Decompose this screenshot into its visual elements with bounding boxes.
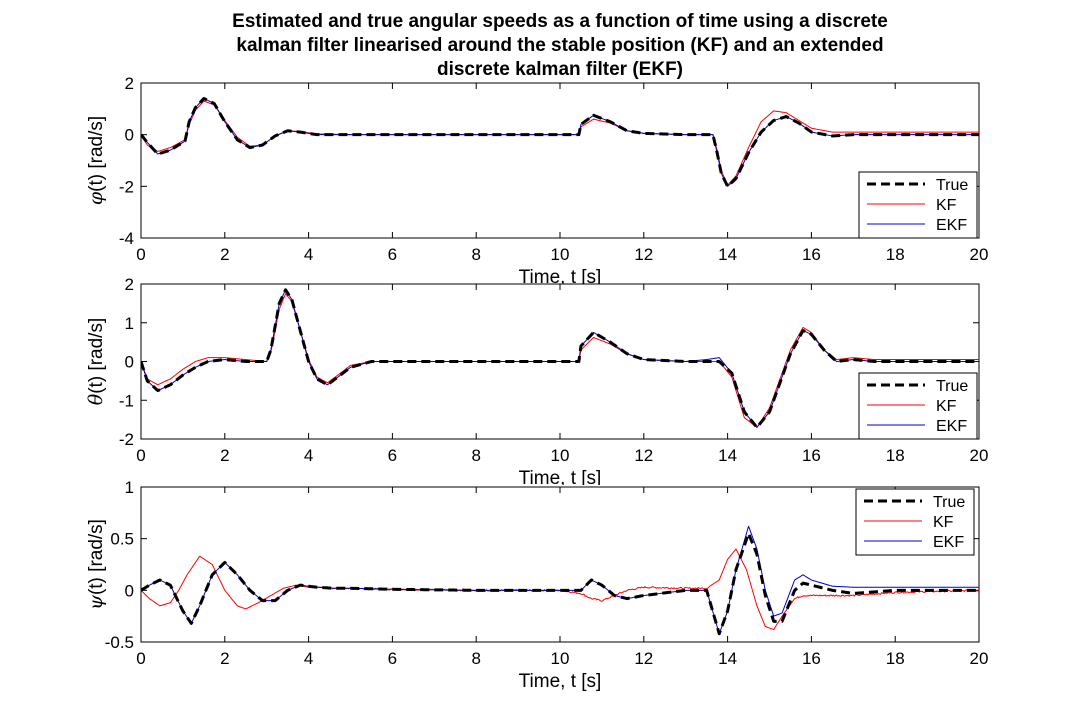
y-axis-units: (t) [rad/s] [86,318,107,394]
series-line-true-theta [141,288,979,429]
x-tick-label: 14 [718,649,737,668]
y-tick-label: -0.5 [105,633,134,652]
x-tick-label: 16 [802,649,821,668]
plot-area-psi [141,525,979,636]
x-tick-label: 4 [304,649,313,668]
y-axis-label-psi: ψ(t) [rad/s] [85,519,107,610]
x-tick-label: 12 [634,245,653,264]
y-axis-units: (t) [rad/s] [86,519,107,595]
y-tick-label: 2 [125,74,134,93]
x-tick-label: 16 [802,446,821,465]
legend-label-true: True [936,378,968,395]
legend-label-kf: KF [936,398,957,415]
x-tick-label: 6 [388,446,397,465]
x-tick-label: 20 [970,245,989,264]
x-tick-label: 8 [471,446,480,465]
x-tick-label: 12 [634,649,653,668]
x-tick-label: 2 [220,245,229,264]
y-tick-label: -1 [119,391,134,410]
x-axis-label-phi: Time, t [s] [519,267,602,288]
y-tick-label: 0 [125,353,134,372]
y-axis-symbol: θ [85,393,107,405]
plot-area-theta [141,288,979,429]
y-axis-label-theta: θ(t) [rad/s] [85,318,107,405]
y-tick-label: 2 [125,275,134,294]
title-line-1: Estimated and true angular speeds as a f… [232,11,888,32]
x-tick-label: 0 [136,245,145,264]
x-tick-label: 16 [802,245,821,264]
title-line-2: kalman filter linearised around the stab… [236,35,883,56]
x-tick-label: 0 [136,649,145,668]
x-tick-label: 8 [471,649,480,668]
plot-area-phi [141,97,979,188]
y-tick-label: 0.5 [110,530,134,549]
x-tick-label: 20 [970,446,989,465]
x-tick-label: 20 [970,649,989,668]
x-tick-label: 8 [471,245,480,264]
title-line-3: discrete kalman filter (EKF) [437,59,683,80]
x-tick-label: 0 [136,446,145,465]
x-axis-label-theta: Time, t [s] [519,468,602,489]
figure-title: Estimated and true angular speeds as a f… [232,11,888,80]
x-tick-label: 2 [220,649,229,668]
y-axis-units: (t) [rad/s] [86,116,107,192]
x-tick-label: 4 [304,245,313,264]
legend-label-ekf: EKF [936,217,967,234]
y-axis-label-phi: φ(t) [rad/s] [85,116,107,205]
axes-box-phi [140,82,980,239]
x-tick-label: 2 [220,446,229,465]
legend-label-kf: KF [936,197,957,214]
x-tick-label: 18 [886,245,905,264]
x-tick-label: 4 [304,446,313,465]
x-tick-label: 12 [634,446,653,465]
y-tick-label: -4 [119,229,134,248]
y-tick-label: -2 [119,177,134,196]
legend-label-ekf: EKF [933,534,964,551]
axes-box-psi [140,486,980,643]
x-tick-label: 6 [388,649,397,668]
legend-psi: True KF EKF [855,488,975,556]
legend-label-true: True [933,494,965,511]
series-line-ekf-psi [141,525,979,635]
x-axis-label-psi: Time, t [s] [519,671,602,692]
y-tick-label: 0 [125,126,134,145]
x-tick-label: 10 [551,446,570,465]
x-tick-label: 14 [718,446,737,465]
legend-label-kf: KF [933,514,954,531]
legend-label-true: True [936,177,968,194]
x-tick-label: 10 [551,245,570,264]
y-tick-label: 1 [125,478,134,497]
x-tick-label: 18 [886,649,905,668]
y-tick-label: 0 [125,581,134,600]
legend-phi: True KF EKF [858,171,978,239]
y-axis-symbol: ψ [85,594,107,610]
legend-label-ekf: EKF [936,418,967,435]
y-axis-symbol: φ [85,191,107,205]
x-tick-label: 6 [388,245,397,264]
x-tick-label: 18 [886,446,905,465]
y-tick-label: 1 [125,314,134,333]
legend-theta: True KF EKF [858,372,978,440]
series-line-true-phi [141,97,979,188]
x-tick-label: 14 [718,245,737,264]
y-tick-label: -2 [119,430,134,449]
x-tick-label: 10 [551,649,570,668]
